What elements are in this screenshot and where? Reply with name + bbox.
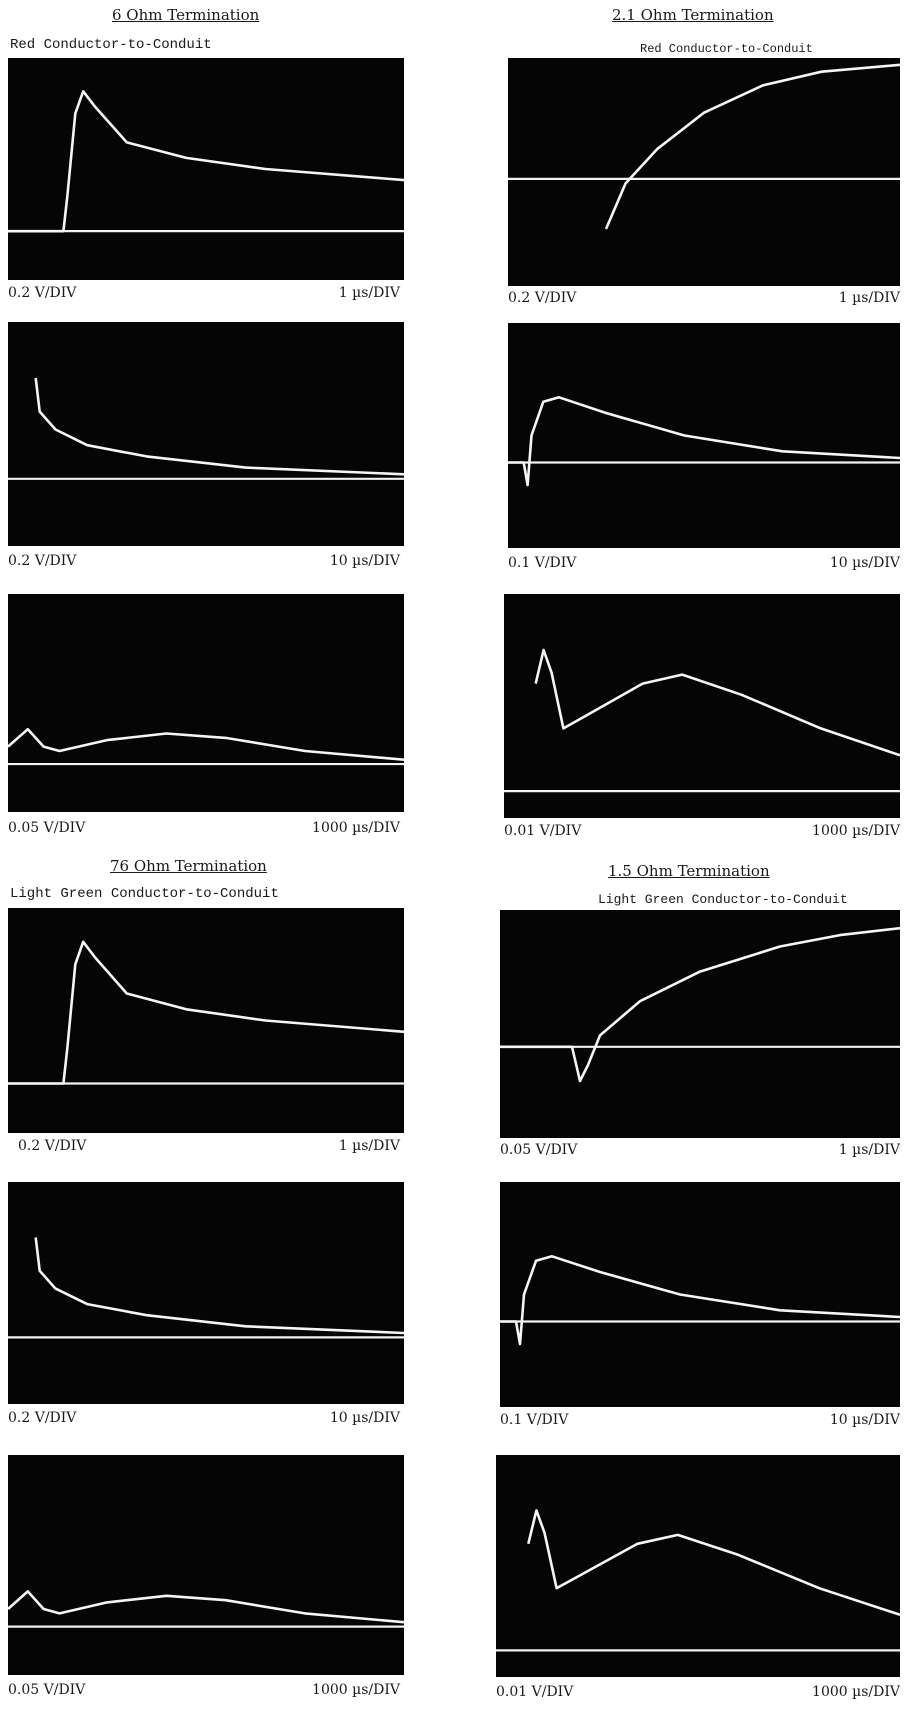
signal-trace xyxy=(34,377,404,476)
signal-trace xyxy=(8,90,404,233)
right-section-subtitle-2: Light Green Conductor-to-Conduit xyxy=(598,892,848,907)
trace-decay xyxy=(8,1237,404,1339)
time-per-div-label-1: 1 µs/DIV xyxy=(338,285,400,301)
trace-double xyxy=(504,648,900,793)
oscillogram-4 xyxy=(508,323,900,548)
right-section-subtitle-1: Red Conductor-to-Conduit xyxy=(640,42,813,56)
signal-trace xyxy=(500,926,900,1083)
trace-decay xyxy=(8,377,404,480)
trace-hump xyxy=(500,1255,900,1346)
oscillogram-10 xyxy=(500,1182,900,1407)
time-per-div-label-4: 10 µs/DIV xyxy=(829,555,900,571)
volts-per-div-label-6: 0.01 V/DIV xyxy=(504,823,582,839)
left-section-subtitle-2: Light Green Conductor-to-Conduit xyxy=(10,886,279,902)
oscillogram-3 xyxy=(8,322,404,546)
time-per-div-label-9: 10 µs/DIV xyxy=(329,1410,400,1426)
left-section-subtitle-1: Red Conductor-to-Conduit xyxy=(10,37,212,53)
time-per-div-label-8: 1 µs/DIV xyxy=(838,1142,900,1158)
time-per-div-label-3: 10 µs/DIV xyxy=(329,553,400,569)
signal-trace xyxy=(8,940,404,1085)
time-per-div-label-2: 1 µs/DIV xyxy=(838,290,900,306)
oscillogram-7 xyxy=(8,908,404,1133)
trace-ripple xyxy=(8,727,404,766)
trace-rise xyxy=(508,63,900,230)
left-section-title-1: 6 Ohm Termination xyxy=(112,6,260,24)
oscillogram-11 xyxy=(8,1455,404,1675)
trace-fast-peak xyxy=(8,940,404,1085)
volts-per-div-label-2: 0.2 V/DIV xyxy=(508,290,577,306)
trace-ripple xyxy=(8,1590,404,1628)
time-per-div-label-12: 1000 µs/DIV xyxy=(812,1684,900,1700)
oscillogram-6 xyxy=(504,594,900,818)
volts-per-div-label-3: 0.2 V/DIV xyxy=(8,553,77,569)
volts-per-div-label-12: 0.01 V/DIV xyxy=(496,1684,574,1700)
volts-per-div-label-7: 0.2 V/DIV xyxy=(18,1138,87,1154)
oscillogram-1 xyxy=(8,58,404,280)
signal-trace xyxy=(534,648,900,757)
time-per-div-label-11: 1000 µs/DIV xyxy=(312,1682,400,1698)
trace-hump xyxy=(508,396,900,487)
time-per-div-label-10: 10 µs/DIV xyxy=(829,1412,900,1428)
oscillogram-12 xyxy=(496,1455,900,1677)
oscillogram-8 xyxy=(500,910,900,1138)
signal-trace xyxy=(604,63,900,230)
oscillogram-9 xyxy=(8,1182,404,1404)
signal-trace xyxy=(34,1237,404,1335)
signal-trace xyxy=(527,1509,900,1617)
oscillogram-5 xyxy=(8,594,404,812)
left-section-title-2: 76 Ohm Termination xyxy=(110,857,267,875)
right-section-title-1: 2.1 Ohm Termination xyxy=(612,6,774,24)
volts-per-div-label-5: 0.05 V/DIV xyxy=(8,820,86,836)
trace-fast-peak xyxy=(8,90,404,233)
trace-dip-rise xyxy=(500,926,900,1083)
volts-per-div-label-11: 0.05 V/DIV xyxy=(8,1682,86,1698)
trace-double xyxy=(496,1509,900,1652)
time-per-div-label-7: 1 µs/DIV xyxy=(338,1138,400,1154)
volts-per-div-label-9: 0.2 V/DIV xyxy=(8,1410,77,1426)
volts-per-div-label-8: 0.05 V/DIV xyxy=(500,1142,578,1158)
right-section-title-2: 1.5 Ohm Termination xyxy=(608,862,770,880)
signal-trace xyxy=(500,1255,900,1346)
volts-per-div-label-10: 0.1 V/DIV xyxy=(500,1412,569,1428)
oscillogram-2 xyxy=(508,58,900,286)
time-per-div-label-6: 1000 µs/DIV xyxy=(812,823,900,839)
signal-trace xyxy=(8,1590,404,1624)
signal-trace xyxy=(8,727,404,761)
signal-trace xyxy=(508,396,900,487)
volts-per-div-label-4: 0.1 V/DIV xyxy=(508,555,577,571)
volts-per-div-label-1: 0.2 V/DIV xyxy=(8,285,77,301)
time-per-div-label-5: 1000 µs/DIV xyxy=(312,820,400,836)
